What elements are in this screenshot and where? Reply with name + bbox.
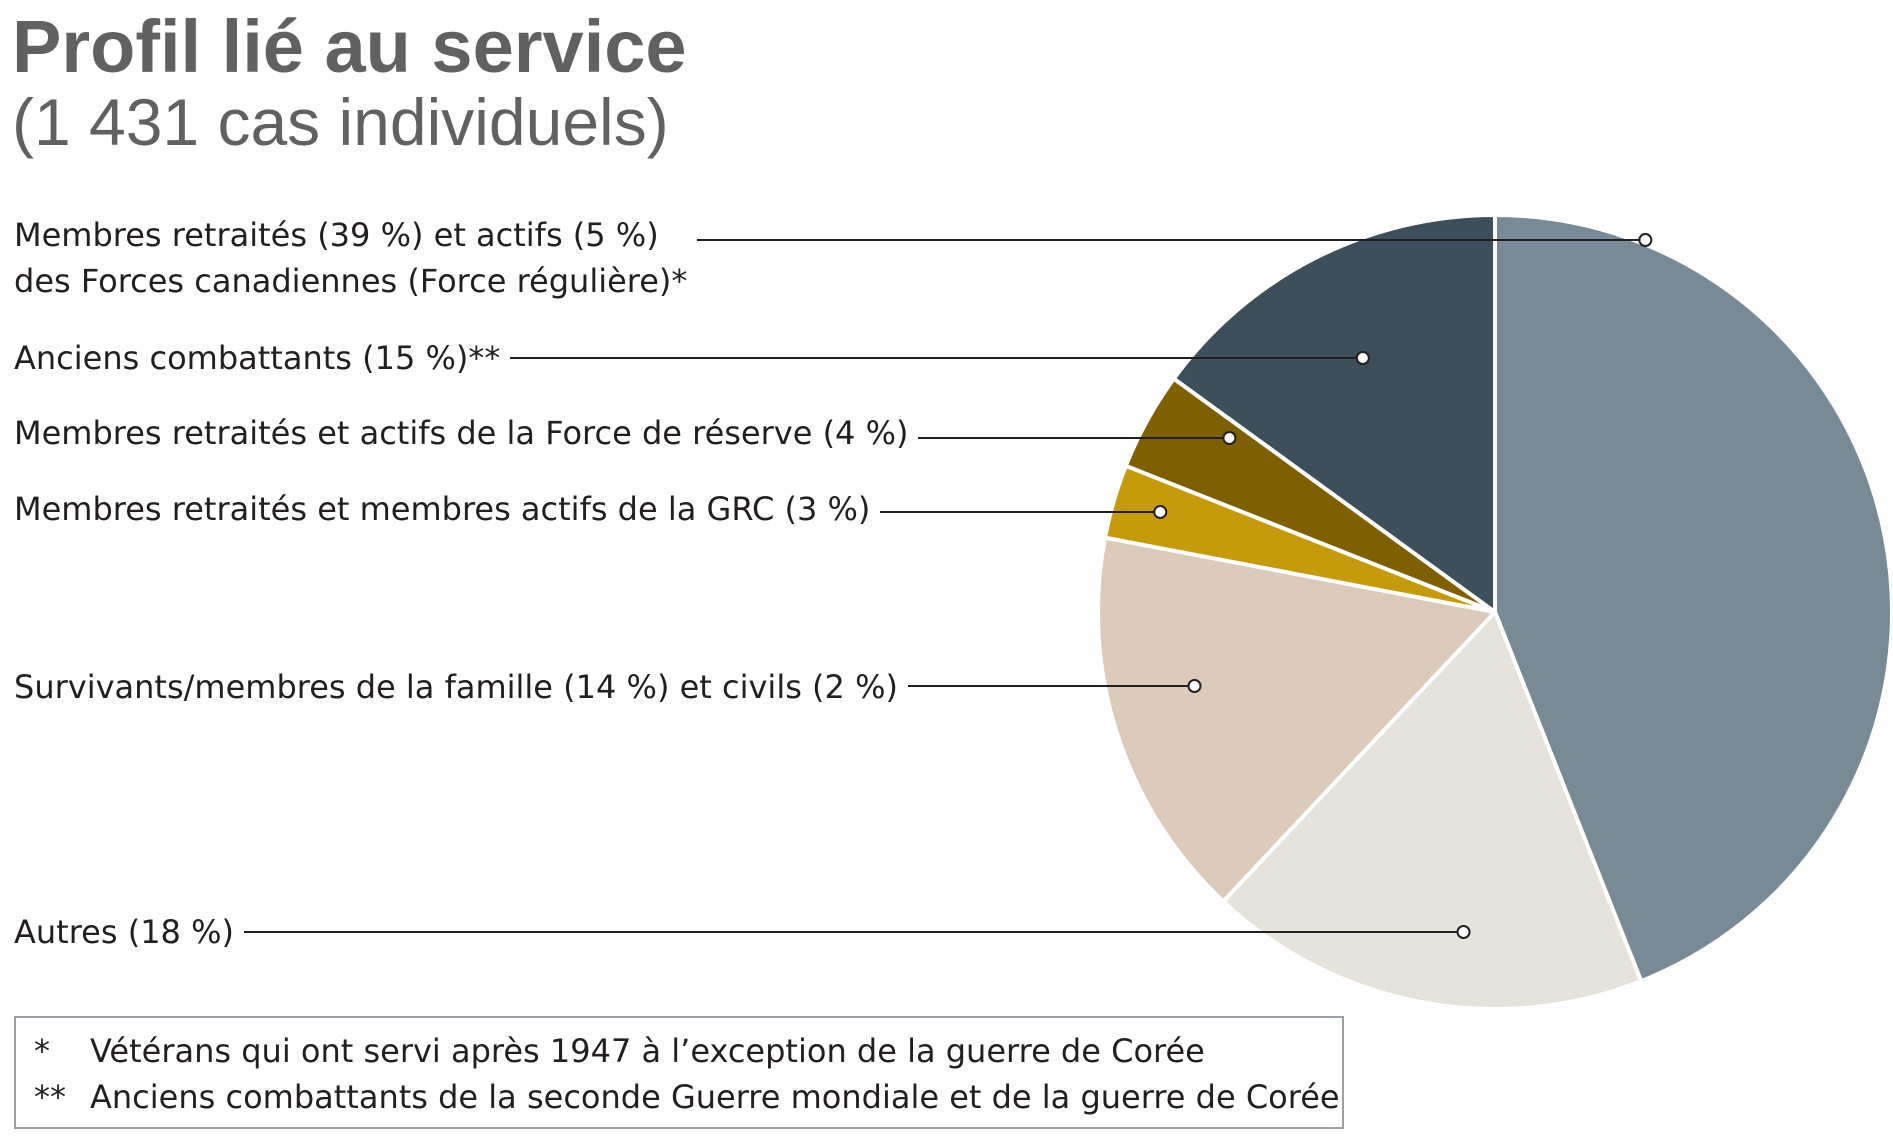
leader-dot xyxy=(1638,233,1653,247)
chart-title: Profil lié au service xyxy=(12,5,687,88)
slice-label-survivors-civilians: Survivants/membres de la famille (14 %) … xyxy=(14,664,904,710)
leader-dot xyxy=(1222,431,1237,445)
leader-dot xyxy=(1456,925,1471,939)
slice-label-rcmp: Membres retraités et membres actifs de l… xyxy=(14,486,877,532)
leader-lines xyxy=(244,233,1653,939)
slice-others xyxy=(1221,610,1644,1011)
footnote-mark: ** xyxy=(34,1078,66,1116)
chart-subtitle: (1 431 cas individuels) xyxy=(12,85,669,159)
leader-dot xyxy=(1355,351,1370,365)
slice-regular-force xyxy=(1493,213,1893,984)
pie-slices xyxy=(1096,213,1893,1011)
footnote-text: Vétérans qui ont servi après 1947 à l’ex… xyxy=(90,1032,1205,1070)
footnote-text: Anciens combattants de la seconde Guerre… xyxy=(90,1078,1340,1116)
slice-label-reserve-force: Membres retraités et actifs de la Force … xyxy=(14,410,915,456)
footnotes-box: * Vétérans qui ont servi après 1947 à l’… xyxy=(14,1016,1344,1129)
slice-war-veterans xyxy=(1171,213,1497,614)
slice-label-others: Autres (18 %) xyxy=(14,909,240,955)
slice-label-regular-force: Membres retraités (39 %) et actifs (5 %)… xyxy=(14,212,694,304)
leader-dot xyxy=(1187,679,1202,693)
slice-label-war-veterans: Anciens combattants (15 %)** xyxy=(14,335,507,381)
leader-dot xyxy=(1153,505,1168,519)
footnote: ** Anciens combattants de la seconde Gue… xyxy=(34,1074,1340,1120)
footnote-mark: * xyxy=(34,1032,50,1070)
footnote: * Vétérans qui ont servi après 1947 à l’… xyxy=(34,1028,1324,1074)
slice-survivors-civilians xyxy=(1096,535,1497,904)
